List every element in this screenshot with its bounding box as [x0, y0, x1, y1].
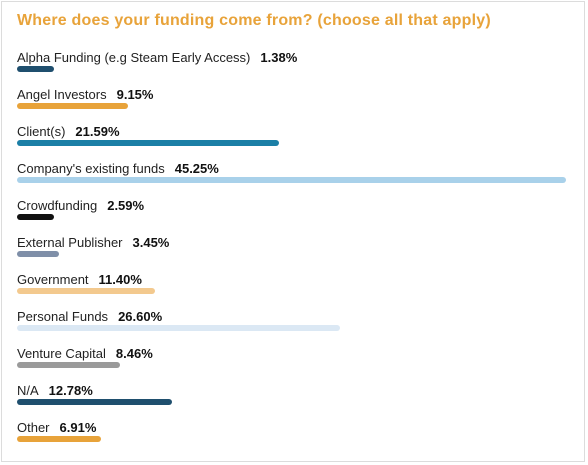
bar — [17, 177, 566, 183]
value-label: 2.59% — [107, 198, 145, 213]
bar-row: Other 6.91% — [17, 419, 96, 437]
category-label: Crowdfunding — [17, 198, 98, 213]
bar-row: Client(s) 21.59% — [17, 123, 120, 141]
bar-row: Alpha Funding (e.g Steam Early Access) 1.… — [17, 49, 297, 67]
bar — [17, 140, 279, 146]
value-label: 12.78% — [48, 383, 93, 398]
category-label: N/A — [17, 383, 39, 398]
bar — [17, 436, 101, 442]
category-label: Angel Investors — [17, 87, 107, 102]
category-label: Government — [17, 272, 89, 287]
category-label: Other — [17, 420, 50, 435]
category-label: External Publisher — [17, 235, 123, 250]
chart-title: Where does your funding come from? (choo… — [17, 12, 491, 29]
bar — [17, 362, 120, 368]
category-label: Client(s) — [17, 124, 66, 139]
bar — [17, 66, 54, 72]
bar-row: Government 11.40% — [17, 271, 142, 289]
bar-row: N/A 12.78% — [17, 382, 93, 400]
bar-row: Angel Investors 9.15% — [17, 86, 153, 104]
bar — [17, 399, 173, 405]
bar-row: External Publisher 3.45% — [17, 234, 169, 252]
value-label: 11.40% — [98, 272, 142, 287]
category-label: Venture Capital — [17, 346, 106, 361]
bar — [17, 288, 156, 294]
bar — [17, 103, 128, 109]
bar-row: Crowdfunding 2.59% — [17, 197, 144, 215]
value-label: 1.38% — [260, 50, 298, 65]
bar-row: Personal Funds 26.60% — [17, 308, 162, 326]
bar-row: Company's existing funds 45.25% — [17, 160, 219, 178]
value-label: 45.25% — [174, 161, 219, 176]
value-label: 9.15% — [116, 87, 154, 102]
value-label: 26.60% — [118, 309, 163, 324]
bar-row: Venture Capital 8.46% — [17, 345, 153, 363]
bar — [17, 214, 54, 220]
bar — [17, 325, 340, 331]
value-label: 8.46% — [115, 346, 153, 361]
value-label: 21.59% — [75, 124, 120, 139]
value-label: 3.45% — [132, 235, 170, 250]
bar — [17, 251, 59, 257]
value-label: 6.91% — [59, 420, 97, 435]
category-label: Company's existing funds — [17, 161, 165, 176]
category-label: Alpha Funding (e.g Steam Early Access) — [17, 50, 251, 65]
category-label: Personal Funds — [17, 309, 109, 324]
